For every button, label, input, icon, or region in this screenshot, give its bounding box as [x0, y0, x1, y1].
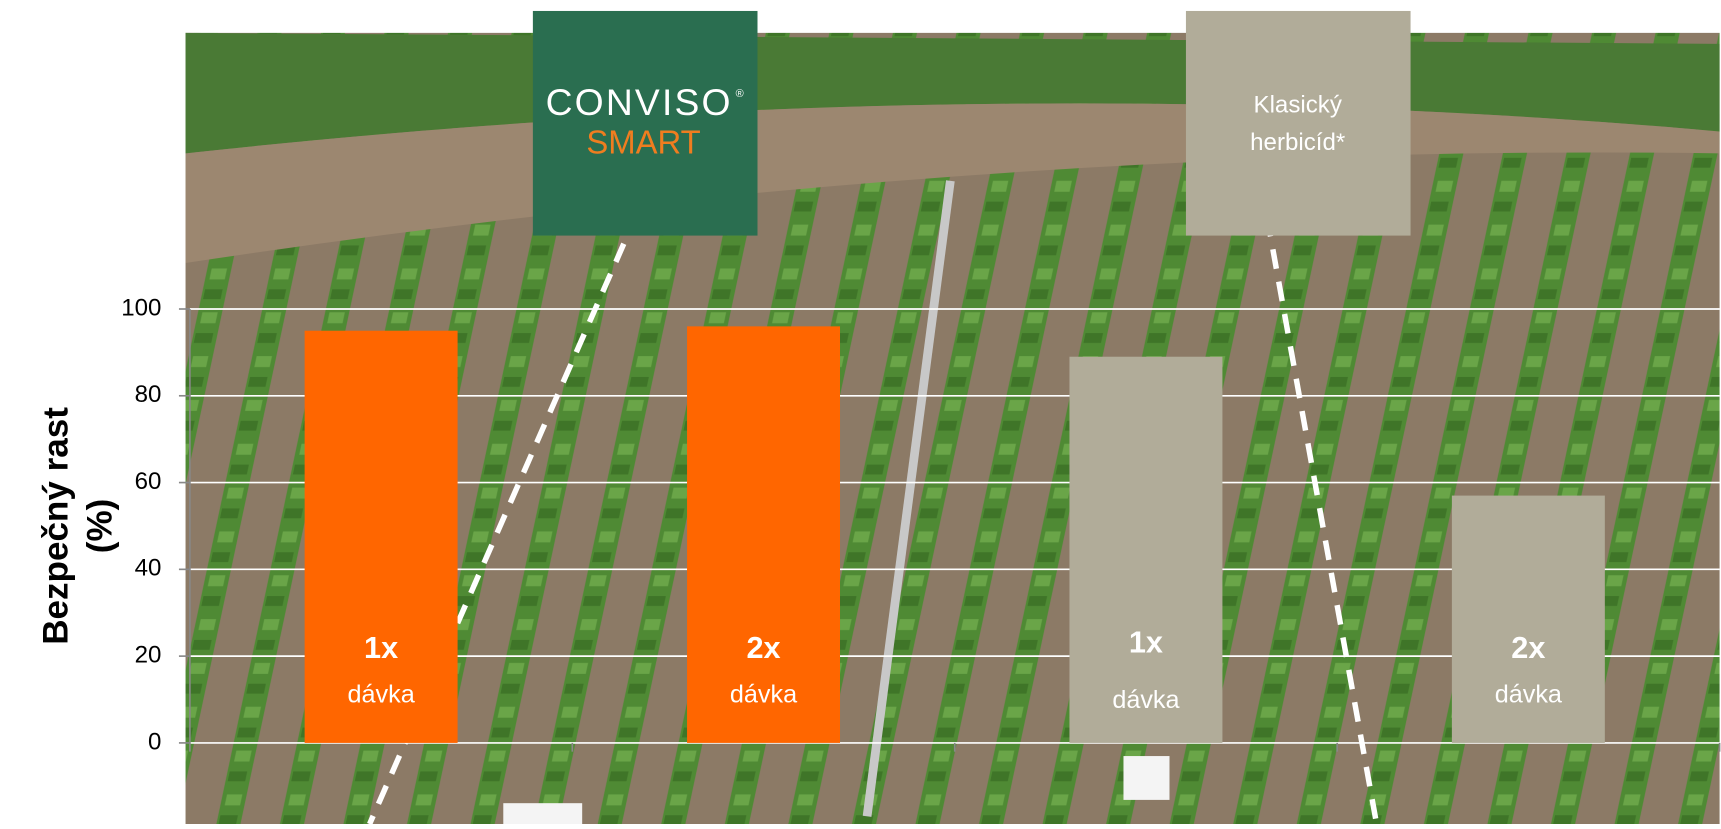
y-axis-title-line: (%): [81, 499, 120, 554]
bar-label: 1x: [1129, 624, 1163, 659]
y-tick-label: 0: [148, 728, 161, 755]
y-tick-label: 60: [135, 468, 162, 495]
bar-label: 2x: [1511, 630, 1545, 665]
bar-label: 1x: [364, 630, 398, 665]
group-box: [532, 10, 758, 236]
bar-sublabel: dávka: [1495, 680, 1563, 708]
group-label: CONVISO: [546, 81, 733, 123]
y-axis-title: Bezpečný rast (%): [37, 407, 120, 645]
group-label: herbicíd*: [1250, 129, 1345, 156]
bar-sublabel: dávka: [1112, 686, 1180, 714]
bar: [304, 330, 458, 743]
bar: [1451, 495, 1605, 743]
y-tick-label: 100: [121, 294, 161, 321]
bar-sublabel: dávka: [730, 680, 798, 708]
y-tick-label: 80: [135, 381, 162, 408]
bar: [687, 326, 841, 743]
group-label: SMART: [586, 123, 700, 160]
group-label: Klasický: [1254, 92, 1342, 119]
bar: [1069, 356, 1223, 743]
bar-sublabel: dávka: [348, 680, 416, 708]
y-tick-label: 40: [135, 555, 162, 582]
bar-label: 2x: [746, 630, 780, 665]
y-tick-label: 20: [135, 641, 162, 668]
group-box: [1185, 10, 1411, 236]
y-axis-title-line: Bezpečný rast: [37, 407, 76, 645]
group-label: ®: [736, 88, 744, 100]
